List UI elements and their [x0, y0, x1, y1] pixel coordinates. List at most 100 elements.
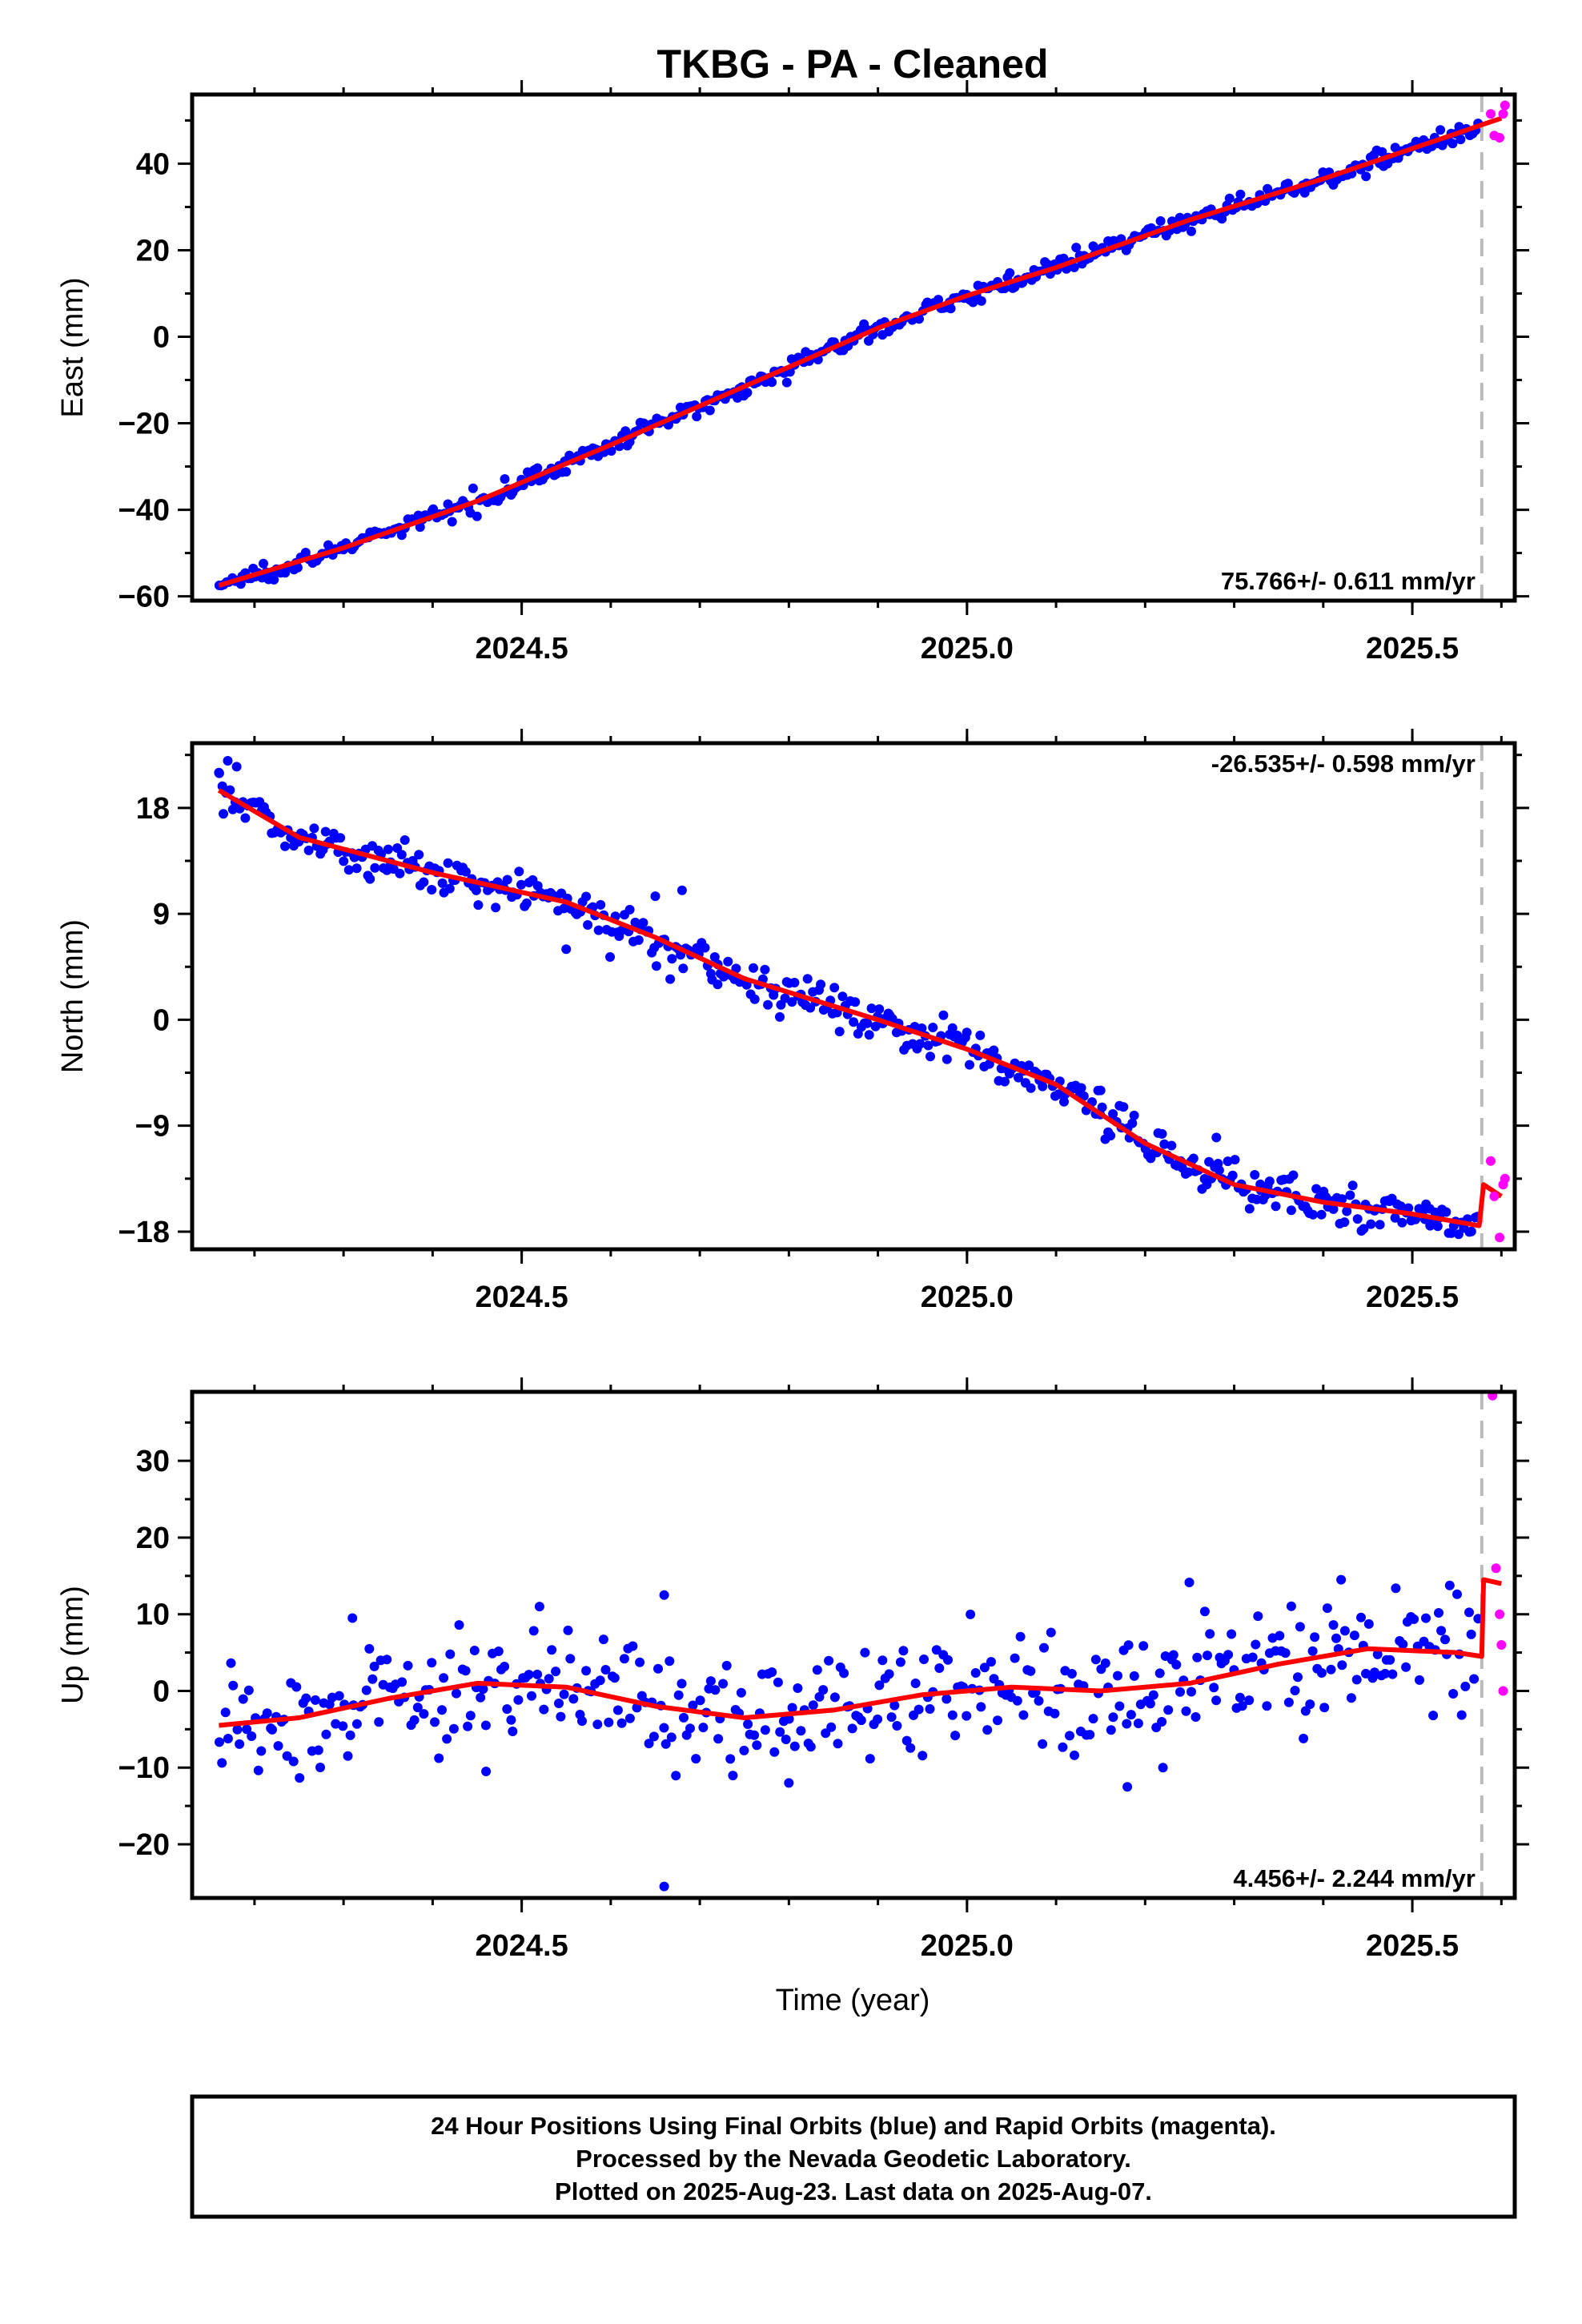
final-orbit-point — [989, 1045, 999, 1055]
final-orbit-point — [1122, 1719, 1132, 1729]
final-orbit-point — [942, 1054, 952, 1064]
final-orbit-point — [292, 562, 303, 573]
final-orbit-point — [1387, 1669, 1398, 1679]
final-orbit-point — [1224, 193, 1235, 203]
y-tick-label: 0 — [153, 320, 170, 354]
final-orbit-point — [856, 1715, 866, 1726]
final-orbit-point — [1100, 1658, 1110, 1668]
final-orbit-point — [1090, 1655, 1101, 1665]
final-orbit-point — [231, 762, 242, 772]
final-orbit-point — [1264, 1176, 1275, 1187]
final-orbit-point — [491, 903, 501, 913]
rapid-orbit-points — [1486, 100, 1510, 143]
final-orbit-point — [850, 997, 861, 1007]
final-orbit-point — [749, 963, 758, 973]
final-orbit-point — [1088, 1714, 1098, 1724]
final-orbit-point — [781, 377, 792, 388]
final-orbit-point — [1159, 1139, 1170, 1149]
final-orbit-point — [596, 899, 606, 910]
final-orbit-point — [1046, 1627, 1056, 1638]
final-orbit-point — [769, 1747, 780, 1757]
final-orbit-point — [1308, 1209, 1318, 1220]
final-orbit-point — [1452, 1589, 1462, 1599]
y-tick-label: −10 — [118, 1751, 170, 1785]
final-orbit-point — [870, 1021, 881, 1031]
final-orbit-point — [837, 991, 848, 1002]
final-orbit-point — [559, 1689, 569, 1699]
final-orbit-point — [242, 1724, 252, 1735]
final-orbit-point — [1223, 1650, 1234, 1660]
final-orbit-point — [789, 978, 800, 987]
final-orbit-point — [1262, 1701, 1272, 1711]
final-orbit-point — [1026, 1666, 1036, 1676]
final-orbit-point — [1050, 1708, 1060, 1719]
final-orbit-point — [965, 1059, 974, 1070]
final-orbit-point — [781, 1735, 791, 1744]
final-orbit-point — [469, 1646, 480, 1655]
y-tick-label: 0 — [153, 1003, 170, 1037]
final-orbit-point — [1432, 1221, 1443, 1232]
final-orbit-point — [1155, 216, 1166, 226]
final-orbit-point — [1015, 1631, 1026, 1642]
rapid-orbit-points — [1486, 1156, 1510, 1243]
final-orbit-point — [760, 1725, 770, 1735]
final-orbit-point — [947, 1023, 958, 1033]
final-orbit-point — [873, 1714, 883, 1724]
final-orbit-point — [561, 944, 572, 955]
final-orbit-point — [1034, 1695, 1044, 1706]
final-orbit-point — [1039, 1642, 1049, 1653]
final-orbit-point — [1316, 1668, 1327, 1678]
final-orbit-point — [975, 1030, 986, 1040]
rate-label: 4.456+/- 2.244 mm/yr — [1233, 1864, 1475, 1892]
final-orbit-point — [472, 511, 482, 521]
final-orbit-point — [321, 1729, 331, 1739]
y-tick-label: −9 — [135, 1110, 170, 1144]
final-orbit-point — [775, 1727, 785, 1737]
x-tick-label: 2025.0 — [921, 632, 1014, 665]
final-orbit-point — [667, 954, 677, 964]
final-orbit-point — [1447, 139, 1458, 149]
final-orbit-point — [500, 1662, 510, 1671]
final-orbit-point — [979, 1663, 990, 1673]
final-orbit-point — [1436, 1626, 1447, 1636]
final-orbit-point — [1247, 1652, 1258, 1663]
final-orbit-point — [865, 1754, 875, 1764]
final-orbit-point — [1460, 1681, 1471, 1691]
final-orbit-point — [666, 1732, 677, 1743]
final-orbit-point — [500, 474, 510, 485]
final-orbit-point — [1209, 1683, 1219, 1693]
x-tick-label: 2024.5 — [475, 1281, 568, 1314]
footer-box: 24 Hour Positions Using Final Orbits (bl… — [190, 2094, 1517, 2219]
final-orbit-point — [556, 1711, 566, 1722]
final-orbit-point — [1286, 1601, 1296, 1611]
x-tick-label: 2025.0 — [921, 1281, 1014, 1314]
final-orbit-point — [789, 1741, 800, 1751]
final-orbit-point — [223, 756, 233, 766]
final-orbit-point — [966, 1609, 976, 1619]
y-axis-label: East (mm) — [56, 277, 90, 417]
final-orbit-point — [303, 845, 314, 855]
final-orbit-point — [616, 1718, 627, 1728]
y-tick-label: 30 — [136, 1445, 170, 1478]
final-orbit-point — [228, 1680, 239, 1691]
rapid-orbit-point — [1495, 133, 1505, 143]
final-orbit-point — [465, 1711, 476, 1721]
final-orbit-point — [986, 1657, 996, 1667]
final-orbit-point — [692, 412, 702, 422]
final-orbit-point — [926, 1051, 935, 1062]
final-orbit-point — [232, 1724, 243, 1735]
final-orbit-point — [215, 1737, 224, 1747]
rate-label: 75.766+/- 0.611 mm/yr — [1221, 567, 1476, 595]
final-orbit-point — [862, 1018, 873, 1028]
y-tick-label: 0 — [153, 1675, 170, 1708]
final-orbit-point — [1440, 1634, 1450, 1645]
final-orbit-point — [1469, 1674, 1480, 1684]
final-orbit-point — [273, 1741, 283, 1751]
final-orbit-point — [934, 295, 943, 305]
final-orbit-point — [478, 1684, 488, 1695]
final-orbit-point — [1280, 1648, 1291, 1659]
final-orbit-point — [223, 1734, 233, 1743]
final-orbit-point — [1192, 1652, 1203, 1663]
final-orbit-point — [1299, 187, 1310, 198]
